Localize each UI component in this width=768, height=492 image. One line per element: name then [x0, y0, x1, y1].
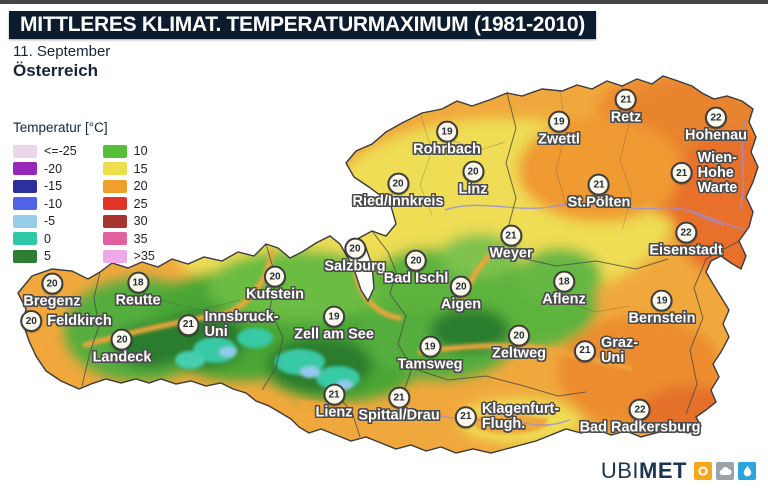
- ubimet-logo: UBIMET: [601, 458, 756, 484]
- legend-row: >35: [102, 249, 155, 263]
- legend-label: -10: [44, 196, 63, 211]
- legend-label: 30: [133, 214, 148, 228]
- logo-prefix: UBI: [600, 458, 640, 483]
- legend-label: >35: [133, 249, 155, 263]
- legend-swatch: [102, 249, 127, 263]
- legend-swatch: [13, 144, 37, 158]
- legend-label: 10: [133, 144, 148, 158]
- legend-swatch: [13, 162, 37, 175]
- legend-label: -20: [44, 161, 63, 176]
- legend-row: -15: [13, 179, 77, 193]
- legend-columns: <=-25 -20 -15 -10 -5 0 5 10 15 20 25 30 35 >35: [13, 144, 155, 263]
- legend-label: 25: [133, 196, 148, 211]
- legend-swatch: [102, 144, 127, 158]
- legend-row: -5: [13, 214, 77, 228]
- cloud-icon: [716, 462, 734, 480]
- legend-swatch: [102, 179, 127, 193]
- legend-swatch: [13, 214, 37, 228]
- legend-label: 20: [133, 179, 148, 193]
- legend-row: 10: [102, 144, 155, 158]
- legend-label: 0: [44, 231, 51, 246]
- legend-swatch: [102, 214, 127, 228]
- legend-label: -5: [44, 214, 56, 228]
- legend-row: 15: [102, 161, 155, 176]
- ubimet-wordmark: UBIMET: [601, 458, 687, 484]
- legend-swatch: [102, 162, 127, 175]
- legend-row: 5: [13, 249, 77, 263]
- top-edge-strip: [0, 0, 768, 4]
- legend-swatch: [13, 249, 37, 263]
- legend-row: -20: [13, 162, 77, 176]
- legend-row: 35: [102, 231, 155, 246]
- legend-title: Temperatur [°C]: [13, 120, 108, 135]
- page-title: MITTLERES KLIMAT. TEMPERATURMAXIMUM (198…: [20, 13, 586, 36]
- country-outline: [17, 75, 759, 454]
- temperature-legend: Temperatur [°C] <=-25 -20 -15 -10 -5 0 5 10 15 20…: [13, 120, 155, 263]
- title-bar: MITTLERES KLIMAT. TEMPERATURMAXIMUM (198…: [9, 11, 597, 39]
- droplet-icon: [738, 462, 756, 480]
- district-borders: [159, 85, 633, 313]
- legend-row: 25: [102, 196, 155, 211]
- legend-swatch: [13, 232, 37, 245]
- legend-swatch: [102, 232, 127, 245]
- legend-row: -10: [13, 197, 77, 211]
- logo-suffix: MET: [639, 458, 687, 483]
- legend-label: <=-25: [44, 144, 77, 158]
- legend-swatch: [13, 197, 37, 210]
- legend-row: 30: [102, 214, 155, 228]
- date-label: 11. September: [13, 43, 111, 60]
- sun-icon: [694, 462, 712, 480]
- legend-label: 15: [133, 161, 148, 176]
- legend-swatch: [102, 197, 127, 210]
- legend-label: -15: [44, 179, 63, 193]
- legend-label: 35: [133, 231, 148, 246]
- region-label: Österreich: [13, 61, 99, 80]
- legend-label: 5: [44, 249, 51, 263]
- legend-row: 0: [13, 232, 77, 246]
- legend-row: <=-25: [13, 144, 77, 158]
- legend-swatch: [13, 179, 37, 193]
- legend-row: 20: [102, 179, 155, 193]
